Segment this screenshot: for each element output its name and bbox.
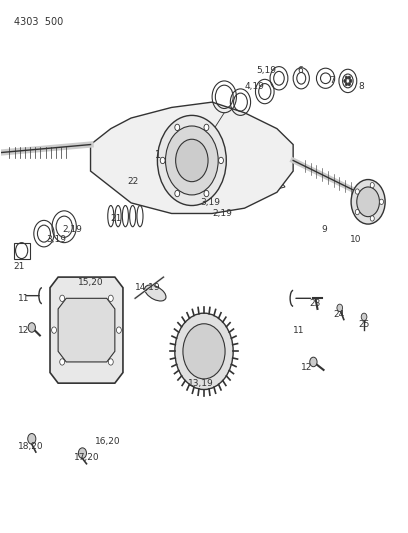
Text: 17,20: 17,20 [74, 453, 100, 462]
Circle shape [109, 295, 113, 302]
Polygon shape [91, 102, 293, 214]
Circle shape [109, 359, 113, 365]
Circle shape [28, 322, 35, 332]
Circle shape [361, 313, 367, 320]
Text: 5,19: 5,19 [257, 66, 277, 75]
Circle shape [175, 139, 208, 182]
Circle shape [160, 157, 165, 164]
Text: 3,19: 3,19 [200, 198, 220, 207]
Circle shape [355, 209, 359, 215]
Text: 14,19: 14,19 [135, 283, 161, 292]
Text: 11: 11 [18, 294, 29, 303]
Polygon shape [50, 277, 123, 383]
Circle shape [78, 448, 86, 458]
Text: 2,19: 2,19 [62, 225, 82, 234]
Text: 21: 21 [111, 214, 122, 223]
Circle shape [348, 76, 350, 79]
Circle shape [157, 115, 226, 206]
Circle shape [175, 190, 180, 197]
Circle shape [355, 189, 359, 194]
Text: 8: 8 [358, 82, 364, 91]
Circle shape [219, 157, 224, 164]
Circle shape [28, 433, 36, 444]
Text: 12: 12 [18, 326, 29, 335]
Text: 12: 12 [301, 363, 313, 372]
Text: 4303  500: 4303 500 [13, 17, 63, 27]
Circle shape [370, 216, 374, 221]
Circle shape [116, 327, 121, 333]
Circle shape [175, 313, 233, 390]
Polygon shape [58, 298, 115, 362]
Circle shape [344, 79, 346, 83]
Text: 21: 21 [13, 262, 25, 271]
Text: 1: 1 [155, 150, 162, 160]
Text: 2,19: 2,19 [212, 209, 232, 218]
Circle shape [348, 83, 350, 86]
Circle shape [345, 76, 348, 79]
Circle shape [183, 324, 225, 379]
Circle shape [350, 79, 352, 83]
Circle shape [310, 357, 317, 367]
Circle shape [175, 124, 180, 131]
Text: 3,19: 3,19 [46, 236, 66, 245]
Circle shape [370, 182, 374, 188]
Text: 9: 9 [322, 225, 327, 234]
Circle shape [345, 83, 348, 86]
Circle shape [60, 295, 64, 302]
Text: 7: 7 [330, 76, 335, 85]
Text: 10: 10 [350, 236, 361, 245]
Text: 4,19: 4,19 [244, 82, 264, 91]
Ellipse shape [145, 285, 166, 301]
Text: 13,19: 13,19 [188, 378, 213, 387]
Circle shape [52, 327, 56, 333]
Text: 22: 22 [127, 177, 138, 186]
Circle shape [337, 304, 343, 312]
Text: 11: 11 [293, 326, 305, 335]
Circle shape [166, 126, 218, 195]
Text: 24: 24 [334, 310, 345, 319]
Text: 25: 25 [358, 320, 369, 329]
Text: 15,20: 15,20 [78, 278, 104, 287]
Circle shape [204, 190, 209, 197]
Circle shape [204, 124, 209, 131]
Text: 6: 6 [297, 66, 303, 75]
Circle shape [60, 359, 64, 365]
Text: 16,20: 16,20 [95, 437, 120, 446]
Circle shape [379, 199, 384, 205]
Text: 23: 23 [309, 299, 321, 308]
Circle shape [351, 180, 385, 224]
Circle shape [357, 187, 379, 216]
Text: 18,20: 18,20 [18, 442, 43, 451]
